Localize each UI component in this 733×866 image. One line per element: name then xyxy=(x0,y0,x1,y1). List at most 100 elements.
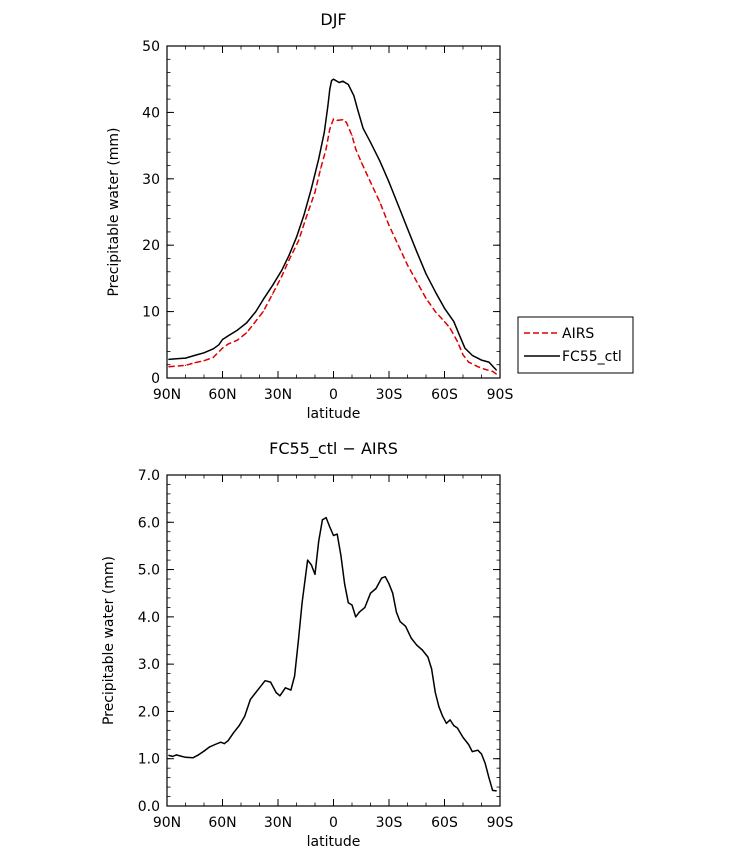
chart2-data-point xyxy=(314,573,316,575)
legend-label-airs: AIRS xyxy=(562,326,594,342)
chart2-data-point xyxy=(340,554,342,557)
chart1-data-point xyxy=(406,228,409,230)
chart1-x-tick-label: 30N xyxy=(264,387,292,403)
chart2-data-point xyxy=(203,750,205,752)
chart2-y-tick-label: 2.0 xyxy=(138,704,160,720)
chart1-data-point xyxy=(297,240,299,242)
chart2-data-point xyxy=(329,526,331,528)
chart1-data-point xyxy=(218,344,220,346)
chart1-data-point xyxy=(203,360,205,362)
chart2-data-point xyxy=(233,732,235,734)
chart2-data-point xyxy=(495,790,497,792)
chart2-data-point xyxy=(388,583,390,585)
chart2-y-tick-label: 3.0 xyxy=(138,657,160,673)
chart1-data-point xyxy=(449,327,451,329)
chart1-data-point xyxy=(327,105,329,107)
chart2-data-point xyxy=(172,755,174,758)
chart1-data-point xyxy=(221,347,224,349)
chart2-data-point xyxy=(181,755,183,758)
chart2-x-tick-label: 90N xyxy=(153,815,181,831)
chart1-series-line-airs xyxy=(168,118,497,375)
chart1-y-tick-label: 40 xyxy=(142,105,160,121)
chart2-data-point xyxy=(445,722,447,724)
chart1-data-point xyxy=(332,118,335,120)
chart1-data-point xyxy=(281,269,283,271)
chart1-data-point xyxy=(471,354,473,356)
chart1-data-point xyxy=(369,181,372,183)
chart1-data-point xyxy=(336,119,338,121)
chart1-data-point xyxy=(495,369,497,371)
chart1-data-point xyxy=(406,264,409,266)
chart1-data-point xyxy=(369,141,372,143)
chart2-data-point xyxy=(364,606,366,609)
chart2-data-point xyxy=(223,743,225,745)
chart1-data-point xyxy=(281,275,283,277)
chart1-data-point xyxy=(288,259,290,261)
chart1-data-point xyxy=(495,373,497,375)
chart2-data-point xyxy=(369,592,372,594)
chart2-data-point xyxy=(227,740,229,742)
chart1-data-point xyxy=(246,332,248,334)
chart1-y-axis-label: Precipitable water (mm) xyxy=(106,127,122,296)
chart2-data-point xyxy=(258,687,261,689)
chart1-data-point xyxy=(492,370,494,372)
chart2-data-point xyxy=(477,749,479,751)
chart2-data-point xyxy=(249,699,251,701)
chart1-data-point xyxy=(480,359,483,361)
chart1-data-point xyxy=(203,352,205,354)
chart2-data-point xyxy=(358,611,360,613)
chart1-data-point xyxy=(184,364,187,366)
chart2-data-point xyxy=(197,754,199,756)
chart2-data-point xyxy=(392,592,394,594)
chart2-data-point xyxy=(399,621,401,623)
chart1-data-point xyxy=(184,357,187,359)
chart1-data-point xyxy=(456,340,458,343)
chart1-data-point xyxy=(484,368,486,370)
chart1-data-point xyxy=(168,366,170,368)
chart2-data-point xyxy=(449,719,451,721)
chart2-data-point xyxy=(168,754,170,757)
chart2-data-point xyxy=(438,706,440,708)
chart2-x-tick-label: 90S xyxy=(487,815,514,831)
chart2-x-tick-label: 30S xyxy=(376,815,403,831)
chart1-data-point xyxy=(416,281,418,283)
chart1-data-point xyxy=(194,362,196,364)
chart1-data-point xyxy=(305,218,307,220)
chart2-y-tick-label: 6.0 xyxy=(138,515,160,531)
chart2-data-point xyxy=(355,616,357,618)
chart2-data-point xyxy=(192,757,194,759)
chart1-data-point xyxy=(388,224,390,226)
chart1-data-point xyxy=(345,121,347,123)
chart1-x-tick-label: 60N xyxy=(208,387,236,403)
chart1-data-point xyxy=(468,361,470,363)
chart2-data-point xyxy=(220,741,222,743)
chart1-x-tick-label: 60S xyxy=(431,387,458,403)
chart1-data-point xyxy=(325,148,327,150)
chart2-y-tick-label: 1.0 xyxy=(138,752,160,768)
chart1-data-point xyxy=(425,273,427,275)
chart2-data-point xyxy=(492,789,494,792)
chart1-data-point xyxy=(175,358,177,360)
chart1-title: DJF xyxy=(320,10,346,29)
chart1-data-point xyxy=(310,188,312,190)
chart1-data-point xyxy=(464,347,466,349)
chart1-data-point xyxy=(434,311,436,313)
chart1-data-point xyxy=(331,79,333,82)
chart1-data-point xyxy=(443,321,446,323)
chart1-data-point xyxy=(462,354,464,356)
chart1-data-point xyxy=(356,108,359,110)
chart2-data-point xyxy=(325,517,327,519)
chart1-data-point xyxy=(212,348,214,350)
chart1-x-tick-label: 30S xyxy=(376,387,403,403)
chart2-data-point xyxy=(270,681,272,683)
chart2-data-point xyxy=(488,777,490,779)
chart2-data-point xyxy=(255,691,257,694)
chart1-data-point xyxy=(434,291,436,293)
chart2-data-point xyxy=(416,644,418,646)
chart1-data-point xyxy=(221,338,224,341)
chart2-data-point xyxy=(275,691,277,694)
chart2-title: FC55_ctl − AIRS xyxy=(269,439,398,459)
chart2-data-point xyxy=(456,727,458,729)
chart2-data-point xyxy=(395,611,397,613)
chart1-x-axis-label: latitude xyxy=(307,406,361,422)
